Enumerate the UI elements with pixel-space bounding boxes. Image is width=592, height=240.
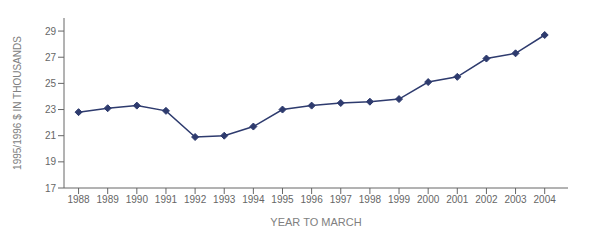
- svg-text:27: 27: [45, 52, 57, 63]
- svg-text:1995/1996 $ IN THOUSANDS: 1995/1996 $ IN THOUSANDS: [12, 36, 23, 170]
- svg-text:25: 25: [45, 78, 57, 89]
- svg-text:1997: 1997: [330, 194, 353, 205]
- svg-text:1993: 1993: [213, 194, 236, 205]
- svg-text:1992: 1992: [184, 194, 207, 205]
- svg-text:2004: 2004: [534, 194, 557, 205]
- svg-text:1994: 1994: [242, 194, 265, 205]
- svg-text:YEAR TO MARCH: YEAR TO MARCH: [270, 216, 361, 228]
- svg-text:23: 23: [45, 104, 57, 115]
- svg-text:1990: 1990: [126, 194, 149, 205]
- svg-text:2000: 2000: [417, 194, 440, 205]
- svg-text:1989: 1989: [97, 194, 120, 205]
- svg-text:29: 29: [45, 26, 57, 37]
- svg-text:1988: 1988: [67, 194, 90, 205]
- svg-text:1998: 1998: [359, 194, 382, 205]
- svg-text:1991: 1991: [155, 194, 178, 205]
- svg-text:19: 19: [45, 156, 57, 167]
- svg-text:1995: 1995: [271, 194, 294, 205]
- svg-text:21: 21: [45, 130, 57, 141]
- svg-text:2001: 2001: [446, 194, 469, 205]
- svg-text:2002: 2002: [475, 194, 498, 205]
- svg-text:2003: 2003: [504, 194, 527, 205]
- svg-text:17: 17: [45, 183, 57, 194]
- svg-text:1999: 1999: [388, 194, 411, 205]
- svg-text:1996: 1996: [301, 194, 324, 205]
